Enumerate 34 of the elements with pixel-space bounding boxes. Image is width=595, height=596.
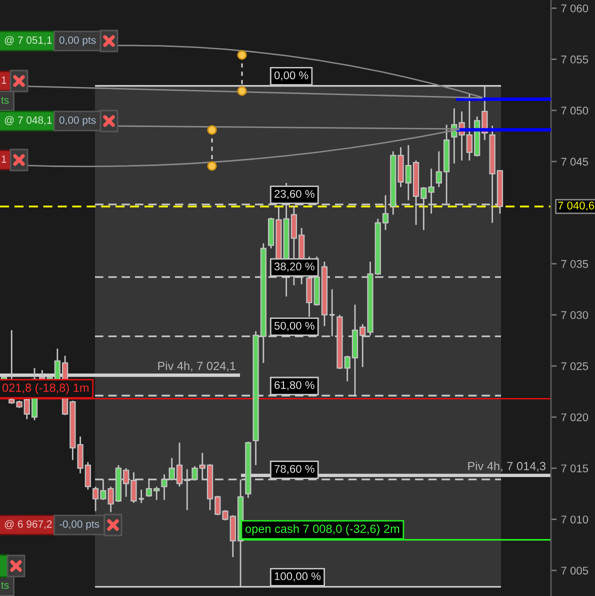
y-tick-label: 7 055 bbox=[561, 56, 588, 64]
annotation: 1 bbox=[2, 76, 6, 84]
annotation: @ 7 051,1 bbox=[4, 36, 52, 46]
candlestick bbox=[138, 488, 145, 504]
y-tick-label: 7 035 bbox=[561, 260, 588, 268]
ref-line-label: Piv 4h, 7 014,3 bbox=[468, 462, 546, 472]
y-tick-label: 7 025 bbox=[561, 362, 588, 370]
annotation: 0,00 pts bbox=[59, 36, 96, 46]
y-tick-label: 7 015 bbox=[561, 464, 588, 472]
annotation: 50,00 % bbox=[274, 322, 314, 332]
y-tick-label: 7 005 bbox=[561, 566, 588, 575]
annotation: 38,20 % bbox=[274, 262, 314, 272]
ref-line-label: open cash 7 008,0 (-32,6) 2m bbox=[245, 524, 400, 536]
annotation: -0,00 pts bbox=[59, 520, 100, 530]
y-tick-label: 7 030 bbox=[561, 311, 588, 320]
y-tick-label: 7 050 bbox=[561, 106, 588, 115]
y-tick-label: 7 010 bbox=[561, 516, 588, 524]
annotation: 78,60 % bbox=[274, 464, 314, 474]
annotation: 0,00 % bbox=[274, 71, 308, 81]
ref-line-label: 021,8 (-18,8) 1m bbox=[2, 383, 88, 394]
y-tick-label: 7 020 bbox=[561, 413, 588, 422]
annotation: @ 6 967,2 bbox=[4, 520, 52, 530]
annotation: ts bbox=[1, 582, 9, 589]
y-tick-label: 7 060 bbox=[561, 4, 588, 12]
annotation: 61,80 % bbox=[274, 381, 314, 390]
annotation: ts bbox=[1, 96, 9, 104]
y-tick-label: 7 045 bbox=[561, 158, 588, 166]
annotation: 100,00 % bbox=[274, 572, 321, 582]
ref-line-label: Piv 4h, 7 024,1 bbox=[158, 361, 236, 372]
annotation: @ 7 048,1 bbox=[4, 116, 52, 126]
annotation: 1 bbox=[2, 156, 6, 163]
annotation: 23,60 % bbox=[274, 190, 314, 200]
annotation: 0,00 pts bbox=[59, 116, 96, 126]
ref-line-label: 7 040,6 bbox=[558, 202, 594, 211]
